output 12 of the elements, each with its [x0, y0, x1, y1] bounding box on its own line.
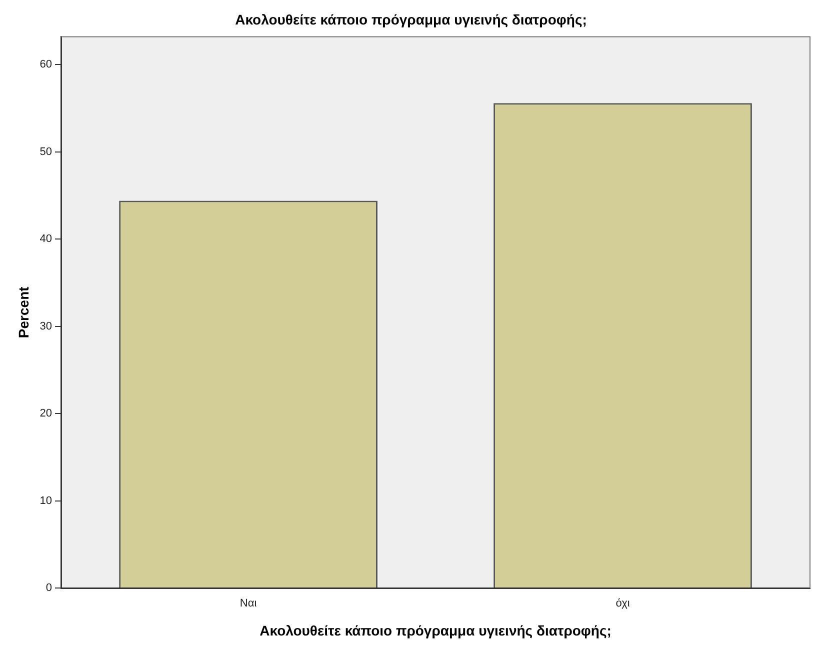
- y-axis-title: Percent: [15, 286, 32, 338]
- y-tick-label: 0: [46, 582, 52, 594]
- x-tick-label: Ναι: [240, 598, 258, 610]
- y-tick-label: 20: [40, 408, 52, 420]
- y-tick-label: 50: [40, 146, 52, 158]
- x-tick-label: όχι: [616, 598, 630, 610]
- y-tick-label: 10: [40, 494, 52, 507]
- y-tick-label: 60: [40, 58, 52, 71]
- chart-title: Ακολουθείτε κάποιο πρόγραμμα υγιεινής διατροφής;: [235, 11, 587, 28]
- y-tick-label: 30: [40, 320, 52, 332]
- y-tick-label: 40: [40, 233, 52, 246]
- x-axis-title: Ακολουθείτε κάποιο πρόγραμμα υγιεινής διατροφής;: [260, 622, 612, 638]
